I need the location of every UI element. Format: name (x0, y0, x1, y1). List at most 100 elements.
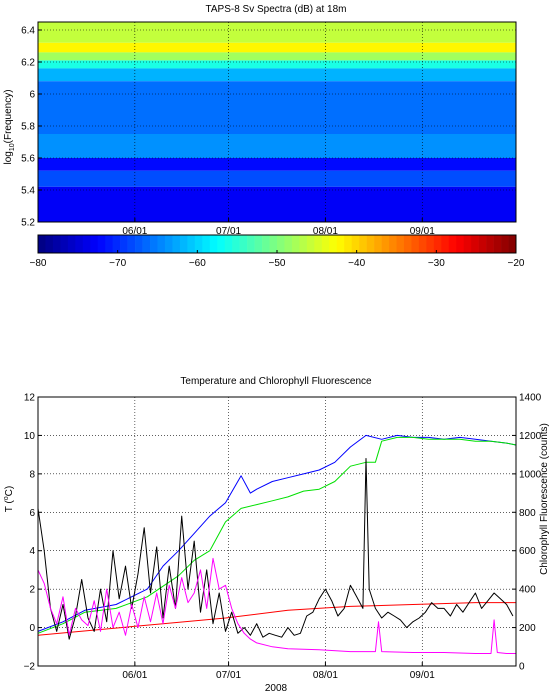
colorbar-swatch (441, 235, 450, 253)
colorbar-swatch (359, 235, 367, 253)
colorbar-swatch (291, 235, 300, 253)
colorbar-swatch (120, 235, 128, 253)
spectrogram-y-tick-label: 5.4 (21, 186, 35, 197)
spectrogram-y-tick-label: 5.6 (21, 154, 35, 165)
colorbar-swatch (150, 235, 158, 253)
colorbar-ticks: −80 −70 −60 −50 −40 −30 −20 (30, 250, 525, 269)
colorbar-swatch (52, 235, 61, 253)
colorbar-tick-label: −70 (109, 258, 126, 269)
left-y-tick-label: −2 (24, 662, 36, 673)
colorbar-swatch (239, 235, 248, 253)
colorbar-swatch (374, 235, 382, 253)
spectrogram-y-tick-label: 5.2 (21, 218, 35, 229)
colorbar-swatch (60, 235, 69, 253)
right-y-tick-label: 200 (519, 623, 536, 634)
colorbar-swatch (306, 235, 315, 253)
right-y-tick-label: 600 (519, 546, 536, 557)
spectrogram-x-tick-label: 07/01 (216, 226, 241, 237)
colorbar-swatch (501, 235, 509, 253)
colorbar-swatch (97, 235, 106, 253)
x-tick-label: 09/01 (410, 670, 435, 681)
colorbar-swatch (433, 235, 442, 253)
colorbar-swatch (329, 235, 338, 253)
spectrogram-band (38, 52, 516, 61)
series-line-1 (37, 436, 517, 634)
colorbar-tick-label: −50 (269, 258, 286, 269)
spectrogram-y-tick-label: 6 (29, 90, 35, 101)
colorbar-tick-label: −40 (348, 258, 365, 269)
colorbar-swatch (67, 235, 76, 253)
spectrogram-band (38, 68, 516, 82)
x-tick-label: 07/01 (216, 670, 241, 681)
colorbar-swatch (403, 235, 412, 253)
colorbar-swatch (284, 235, 293, 253)
colorbar-tick-label: −80 (30, 258, 47, 269)
colorbar-swatch (45, 235, 54, 253)
spectrogram-x-ticks: 06/01 07/01 08/01 09/01 (122, 218, 435, 237)
colorbar-swatch (478, 235, 487, 253)
x-tick-label: 06/01 (122, 670, 147, 681)
plot-frame (37, 21, 517, 223)
colorbar-swatch (269, 235, 278, 253)
spectrogram-x-tick-label: 08/01 (313, 226, 338, 237)
colorbar-swatch (321, 235, 330, 253)
colorbar-swatch (471, 235, 479, 253)
right-y-tick-label: 1000 (519, 469, 542, 480)
right-y-tick-label: 400 (519, 585, 536, 596)
colorbar-swatch (299, 235, 308, 253)
colorbar-swatch (456, 235, 465, 253)
left-y-tick-label: 10 (24, 431, 36, 442)
colorbar-swatch (336, 235, 345, 253)
colorbar-swatch (247, 235, 255, 253)
right-y-tick-label: 1400 (519, 393, 542, 404)
colorbar-swatch (411, 235, 420, 253)
colorbar-tick-label: −20 (508, 258, 525, 269)
spectrogram-band (38, 134, 516, 158)
right-y-tick-label: 800 (519, 508, 536, 519)
colorbar (37, 234, 517, 254)
colorbar-swatch (194, 235, 203, 253)
timeseries-panel: Temperature and Chlorophyll Fluorescence… (3, 376, 550, 694)
spectrogram-y-tick-label: 6.2 (21, 58, 35, 69)
colorbar-swatch (142, 235, 151, 253)
colorbar-swatch (164, 235, 173, 253)
colorbar-swatch (202, 235, 211, 253)
colorbar-swatch (277, 235, 285, 253)
colorbar-swatch (209, 235, 218, 253)
colorbar-swatch (486, 235, 494, 253)
left-y-tick-label: 8 (29, 469, 35, 480)
colorbar-swatch (187, 235, 196, 253)
left-y-tick-label: 12 (24, 393, 36, 404)
colorbar-tick-label: −60 (189, 258, 206, 269)
spectrogram-band (38, 22, 516, 43)
spectrogram-band (38, 158, 516, 171)
left-y-tick-label: 6 (29, 508, 35, 519)
colorbar-swatch (448, 235, 457, 253)
series-line-3 (37, 458, 514, 640)
spectrogram-band (38, 42, 516, 53)
colorbar-tick-label: −30 (428, 258, 445, 269)
colorbar-swatch (38, 235, 46, 253)
colorbar-swatch (493, 235, 502, 253)
right-y-tick-label: 0 (519, 662, 525, 673)
series-line-0 (37, 434, 517, 632)
timeseries-ylabel-left: T (oC) (3, 486, 15, 513)
timeseries-ticks: 12 10 8 6 4 2 0 −2 1400 1200 1000 800 600 400 200 0 06/0… (24, 393, 542, 682)
colorbar-swatch (135, 235, 143, 253)
colorbar-swatch (179, 235, 188, 253)
spectrogram-band (38, 81, 516, 134)
colorbar-swatch (314, 235, 323, 253)
colorbar-swatch (389, 235, 397, 253)
colorbar-swatch (418, 235, 427, 253)
colorbar-swatch (82, 235, 91, 253)
spectrogram-x-tick-label: 06/01 (122, 226, 147, 237)
colorbar-swatch (344, 235, 352, 253)
colorbar-swatch (254, 235, 263, 253)
spectrogram-y-tick-label: 5.8 (21, 122, 35, 133)
timeseries-plot-area (37, 396, 517, 667)
spectrogram-panel: TAPS-8 Sv Spectra (dB) at 18m log10(Freq… (3, 4, 525, 269)
left-y-tick-label: 0 (29, 623, 35, 634)
colorbar-swatch (351, 235, 360, 253)
colorbar-swatch (172, 235, 181, 253)
colorbar-swatch (75, 235, 84, 253)
